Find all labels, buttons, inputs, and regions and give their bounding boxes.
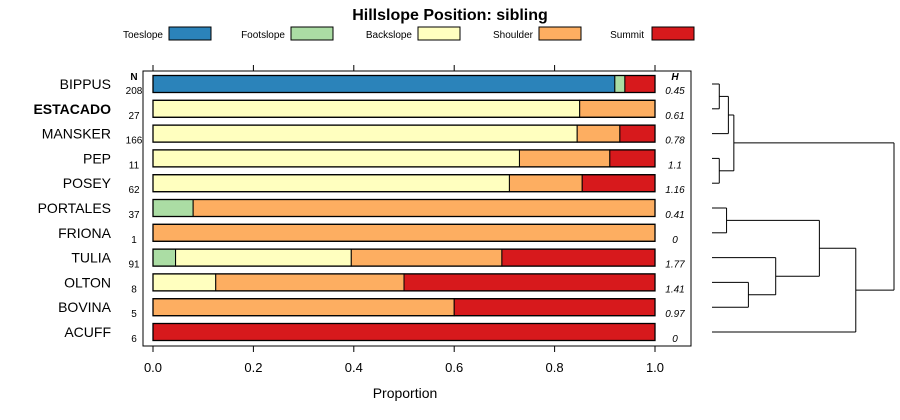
- n-value: 11: [129, 160, 140, 171]
- h-value: 1.1: [668, 160, 682, 171]
- n-value: 91: [128, 260, 140, 271]
- bar-segment-backslope: [152, 124, 578, 143]
- h-value: 0.61: [665, 111, 684, 122]
- category-label: ESTACADO: [33, 101, 111, 117]
- bar-segment-backslope: [175, 248, 352, 267]
- h-value: 1.77: [665, 260, 685, 271]
- category-label: MANSKER: [42, 126, 111, 142]
- plot-frame: [142, 70, 692, 347]
- bar-segment-shoulder: [576, 124, 621, 143]
- bar-segment-shoulder: [518, 149, 611, 168]
- bar-outline: [152, 322, 656, 342]
- category-label: BIPPUS: [60, 76, 111, 92]
- bar-segment-summit: [152, 323, 656, 341]
- bar-segment-summit: [581, 174, 656, 193]
- h-value: 0.78: [665, 136, 685, 147]
- bar-outline: [152, 273, 656, 292]
- h-value: 0: [672, 334, 678, 345]
- category-label: POSEY: [63, 175, 112, 191]
- legend-swatch-backslope: [417, 26, 461, 41]
- n-value: 8: [131, 284, 137, 295]
- h-value: 1.41: [665, 284, 684, 295]
- legend-swatch-footslope: [290, 26, 334, 41]
- x-tick-label: 0.6: [445, 360, 463, 375]
- bar-segment-summit: [619, 124, 656, 143]
- bar-segment-shoulder: [579, 99, 656, 118]
- bar-segment-shoulder: [192, 199, 656, 217]
- bar-segment-footslope: [152, 248, 177, 267]
- n-value: 6: [131, 334, 137, 345]
- bar-segment-summit: [453, 298, 656, 317]
- bar-segment-footslope: [152, 199, 194, 217]
- bar-segment-shoulder: [152, 223, 656, 242]
- bar-outline: [152, 174, 656, 193]
- bar-outline: [152, 223, 656, 242]
- n-header: N: [130, 72, 137, 83]
- bar-segment-shoulder: [215, 273, 405, 292]
- x-tick-label: 0.8: [546, 360, 564, 375]
- category-label: BOVINA: [58, 299, 112, 315]
- bar-segment-summit: [624, 75, 656, 93]
- bar-outline: [152, 248, 656, 267]
- legend-swatch-shoulder: [538, 26, 582, 41]
- n-value: 208: [126, 86, 143, 97]
- category-label: TULIA: [71, 250, 111, 266]
- category-label: OLTON: [64, 274, 111, 290]
- category-label: FRIONA: [58, 225, 112, 241]
- bar-segment-backslope: [152, 99, 581, 118]
- bar-segment-shoulder: [152, 298, 455, 317]
- legend-label-toeslope: Toeslope: [123, 30, 163, 41]
- legend-label-shoulder: Shoulder: [493, 30, 534, 41]
- n-value: 166: [126, 136, 143, 147]
- legend-label-footslope: Footslope: [241, 30, 285, 41]
- category-label: PEP: [83, 150, 111, 166]
- bar-segment-backslope: [152, 273, 217, 292]
- h-value: 0.97: [665, 309, 685, 320]
- x-axis-label: Proportion: [373, 385, 438, 401]
- x-tick-label: 1.0: [646, 360, 664, 375]
- bar-outline: [152, 124, 656, 143]
- bar-segment-backslope: [152, 174, 510, 193]
- category-label: ACUFF: [64, 324, 111, 340]
- bar-segment-footslope: [614, 75, 626, 93]
- bar-segment-summit: [501, 248, 656, 267]
- bar-outline: [152, 149, 656, 168]
- n-value: 62: [128, 185, 140, 196]
- bar-segment-shoulder: [508, 174, 583, 193]
- h-value: 0.45: [665, 86, 685, 97]
- n-value: 5: [131, 309, 137, 320]
- bar-outline: [152, 99, 656, 118]
- chart-title: Hillslope Position: sibling: [352, 7, 548, 24]
- n-value: 27: [128, 111, 140, 122]
- h-header: H: [671, 72, 679, 83]
- h-value: 0.41: [665, 210, 684, 221]
- n-value: 1: [131, 235, 137, 246]
- x-tick-label: 0.0: [144, 360, 162, 375]
- h-value: 1.16: [665, 185, 685, 196]
- bar-outline: [152, 298, 656, 317]
- bar-segment-summit: [403, 273, 656, 292]
- legend-label-backslope: Backslope: [366, 30, 413, 41]
- x-tick-label: 0.4: [345, 360, 363, 375]
- legend-label-summit: Summit: [610, 30, 644, 41]
- bar-outline: [152, 198, 656, 218]
- bar-segment-toeslope: [152, 75, 616, 93]
- h-value: 0: [672, 235, 678, 246]
- category-label: PORTALES: [38, 200, 111, 216]
- legend-swatch-toeslope: [168, 26, 212, 41]
- x-tick-label: 0.2: [244, 360, 262, 375]
- legend-swatch-summit: [651, 26, 695, 41]
- bar-segment-backslope: [152, 149, 520, 168]
- bar-outline: [152, 74, 656, 94]
- bar-segment-summit: [609, 149, 656, 168]
- bar-segment-shoulder: [350, 248, 503, 267]
- n-value: 37: [128, 210, 140, 221]
